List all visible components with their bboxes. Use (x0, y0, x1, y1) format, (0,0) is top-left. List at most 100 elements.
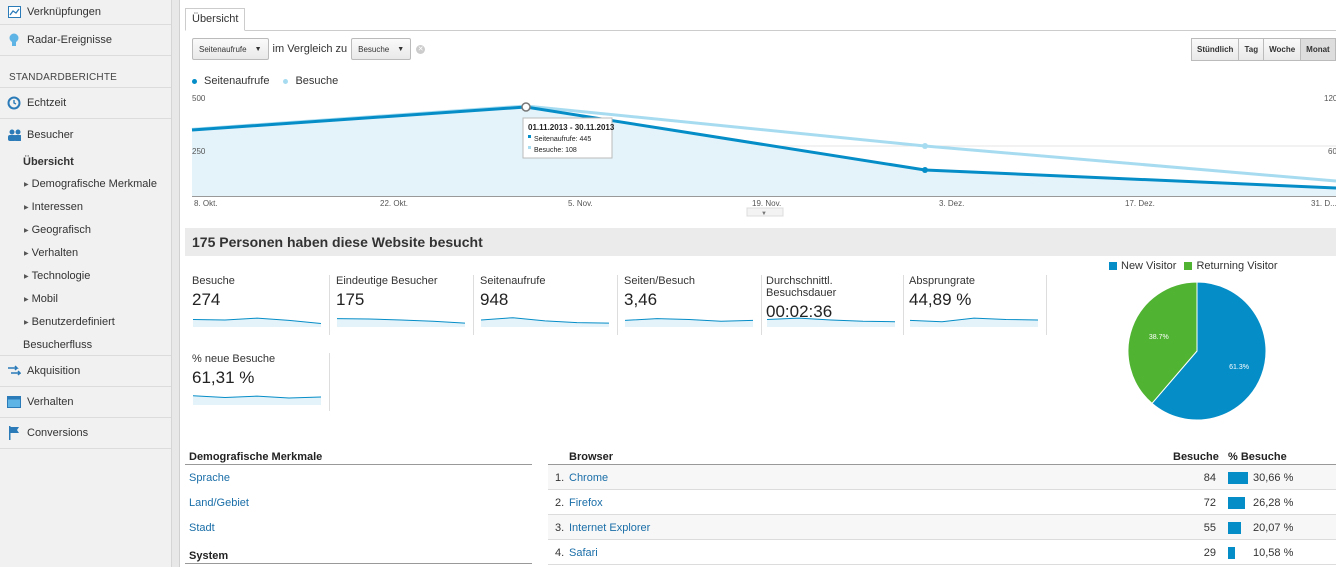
main-content: Übersicht Seitenaufrufe ▼ im Vergleich zu… (181, 0, 1336, 567)
metric-card[interactable]: % neue Besuche 61,31 % (192, 353, 330, 411)
metric-card[interactable]: Absprungrate 44,89 % (909, 275, 1047, 335)
data-point-hover[interactable] (521, 102, 531, 112)
sidebar-splitter[interactable] (172, 0, 180, 567)
page-headline: 175 Personen haben diese Website besucht (185, 228, 1336, 256)
browser-link[interactable]: Chrome (569, 472, 609, 484)
table-row[interactable] (548, 465, 1336, 490)
flag-icon (7, 426, 21, 440)
range-button-day[interactable]: Tag (1238, 38, 1265, 61)
metric-card[interactable]: Durchschnittl. Besuchsdauer 00:02:36 (766, 275, 904, 335)
x-tick-label: 5. Nov. (568, 199, 593, 208)
metric-card[interactable]: Eindeutige Besucher 175 (336, 275, 474, 335)
sparkline (193, 317, 321, 327)
pie-legend: New Visitor Returning Visitor (1109, 260, 1286, 272)
link-sprache[interactable]: Sprache (189, 472, 230, 484)
share-bar (1228, 522, 1241, 534)
caret-down-icon: ▼ (397, 45, 405, 53)
sidebar-item-akquisition[interactable]: Akquisition (0, 356, 171, 387)
sidebar-sub-verhalten[interactable]: ▶ Verhalten (0, 242, 171, 265)
sidebar-sub-mobil[interactable]: ▶ Mobil (0, 288, 171, 311)
sidebar-item-conversions[interactable]: Conversions (0, 418, 171, 449)
link-land-gebiet[interactable]: Land/Gebiet (189, 497, 249, 509)
metric-value: 00:02:36 (766, 302, 833, 321)
triangle-right-icon: ▶ (24, 274, 29, 280)
table-row[interactable] (548, 490, 1336, 515)
metric-card[interactable]: Besuche 274 (192, 275, 330, 335)
window-icon (7, 395, 21, 409)
pie-slice[interactable] (1127, 281, 1198, 405)
range-button-hourly[interactable]: Stündlich (1191, 38, 1240, 61)
range-button-week[interactable]: Woche (1263, 38, 1302, 61)
metric-label: Besuche (192, 275, 235, 287)
sidebar-sub-geografisch[interactable]: ▶ Geografisch (0, 219, 171, 242)
tooltip-date: 01.11.2013 - 30.11.2013 (528, 123, 615, 132)
range-button-month[interactable]: Monat (1300, 38, 1336, 61)
tooltip-swatch (528, 146, 531, 149)
link-stadt[interactable]: Stadt (189, 522, 215, 534)
pie-slice[interactable] (1151, 281, 1267, 421)
metric-card[interactable]: Seiten/Besuch 3,46 (624, 275, 762, 335)
metric-value: 61,31 % (192, 368, 255, 387)
lightbulb-icon (7, 33, 21, 47)
sidebar-sub-demografie[interactable]: ▶ Demografische Merkmale (0, 173, 171, 196)
share-bar (1228, 547, 1235, 559)
sidebar-item-radar[interactable]: Radar-Ereignisse (0, 25, 171, 56)
data-point-seitenaufrufe[interactable] (922, 167, 928, 173)
x-tick-label: 19. Nov. (752, 199, 781, 208)
besuche-col-header: Besuche (1173, 451, 1219, 463)
sidebar-sub-besucherfluss[interactable]: Besucherfluss (0, 334, 171, 356)
browser-link[interactable]: Firefox (569, 497, 603, 509)
sidebar-item-verhalten[interactable]: Verhalten (0, 387, 171, 418)
row-rank: 2. (555, 497, 565, 509)
x-tick-label: 3. Dez. (939, 199, 964, 208)
legend-swatch (1109, 262, 1117, 270)
browser-link[interactable]: Internet Explorer (569, 522, 651, 534)
sidebar-item-shortcuts[interactable]: Verknüpfungen (0, 0, 171, 25)
shortcut-icon (7, 5, 21, 19)
sparkline (767, 317, 895, 327)
legend-label: Seitenaufrufe (204, 75, 270, 87)
sidebar-sub-interessen[interactable]: ▶ Interessen (0, 196, 171, 219)
x-tick-label: 22. Okt. (380, 199, 408, 208)
metric-value: 175 (336, 290, 365, 309)
table-row[interactable] (548, 515, 1336, 540)
sidebar-sub-label: Demografische Merkmale (31, 178, 157, 190)
pie-chart[interactable]: 61.3% 38.7% (1121, 280, 1271, 430)
compare-select[interactable]: Besuche ▼ (351, 38, 412, 60)
sparkline-line (625, 318, 753, 322)
sidebar-item-besucher[interactable]: Besucher (0, 119, 171, 150)
table-row[interactable] (548, 540, 1336, 565)
metric-value: 44,89 % (909, 290, 972, 309)
section-heading: STANDARDBERICHTE (0, 72, 171, 88)
tab-uebersicht[interactable]: Übersicht (185, 8, 246, 31)
row-pct: 26,28 % (1253, 497, 1294, 509)
metric-label: Absprungrate (909, 275, 976, 287)
browser-link[interactable]: Safari (569, 547, 598, 559)
data-point-besuche[interactable] (922, 143, 928, 149)
line-chart[interactable]: 500 250 120 60 8. Okt. 22. Okt. 5. Nov. 19. Nov… (181, 90, 1336, 220)
sparkline-line (910, 317, 1038, 323)
legend-dot (192, 78, 197, 84)
row-pct: 10,58 % (1253, 547, 1294, 559)
sidebar-sub-benutzerdefiniert[interactable]: ▶ Benutzerdefiniert (0, 311, 171, 334)
metric-card[interactable]: Seitenaufrufe 948 (480, 275, 618, 335)
remove-compare-icon[interactable]: ✕ (416, 44, 426, 54)
metric-select[interactable]: Seitenaufrufe ▼ (192, 38, 269, 60)
metric-value: 274 (192, 290, 221, 309)
system-heading: System (189, 550, 229, 562)
triangle-right-icon: ▶ (24, 228, 29, 234)
sidebar-sub-label: Benutzerdefiniert (31, 316, 115, 328)
sidebar-sub-technologie[interactable]: ▶ Technologie (0, 265, 171, 288)
chart-resize-handle[interactable] (746, 207, 784, 217)
caret-down-icon: ▼ (254, 45, 262, 53)
triangle-right-icon: ▶ (24, 320, 29, 326)
triangle-right-icon: ▶ (24, 251, 29, 257)
sparkline-line (193, 317, 321, 325)
x-tick-label: 17. Dez. (1125, 199, 1155, 208)
sparkline-area (337, 318, 465, 327)
sidebar-item-echtzeit[interactable]: Echtzeit (0, 88, 171, 119)
sparkline-line (767, 317, 895, 323)
sidebar-sub-uebersicht[interactable]: Übersicht (23, 156, 74, 168)
sparkline-line (337, 318, 465, 324)
series-area-seitenaufrufe (192, 107, 1336, 196)
